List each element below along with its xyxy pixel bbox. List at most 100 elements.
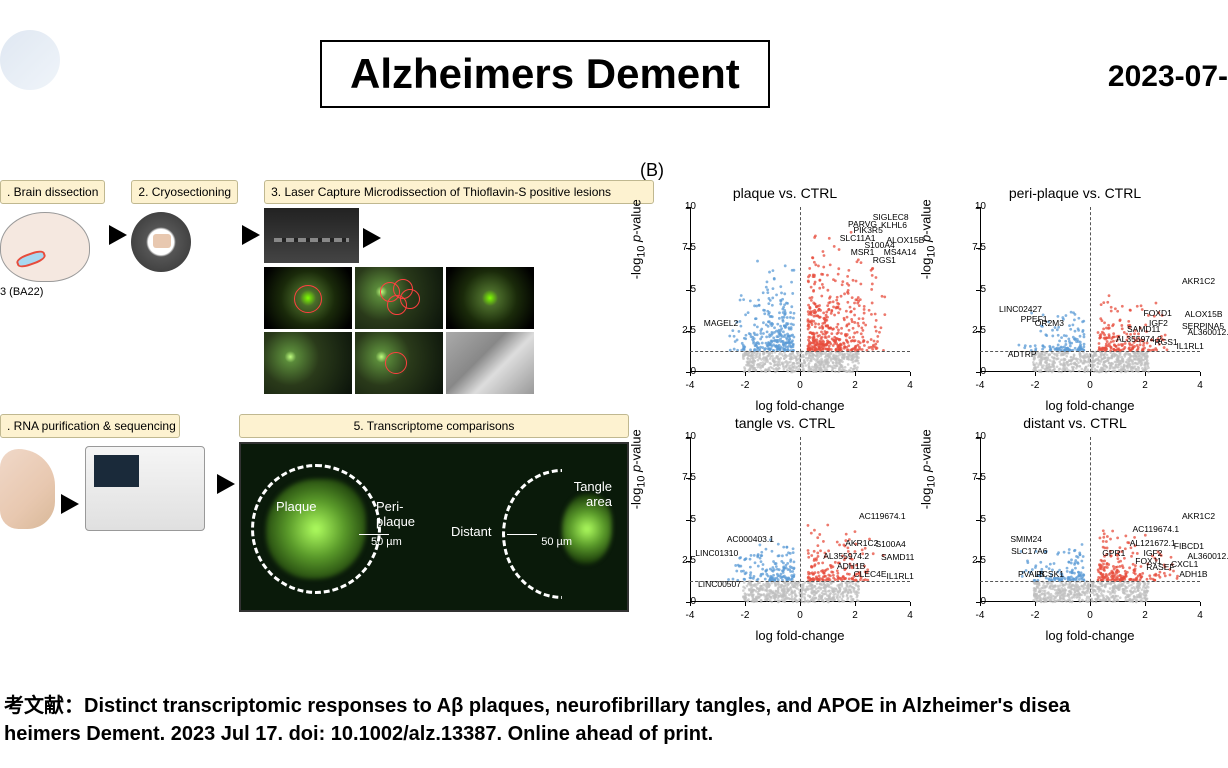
x-axis-label: log fold-change	[980, 398, 1200, 413]
x-tick: -4	[680, 610, 700, 621]
scale-label: 50 µm	[541, 536, 572, 548]
step-1-label: . Brain dissection	[0, 180, 105, 204]
x-tick: -2	[735, 380, 755, 391]
panel-b-label: (B)	[640, 160, 1228, 181]
x-axis-label: log fold-change	[690, 398, 910, 413]
fluorescence-image	[355, 267, 443, 329]
x-tick: -4	[680, 380, 700, 391]
gene-label: SAMD11	[881, 553, 914, 562]
distant-label: Distant	[451, 524, 491, 539]
fluorescence-image	[264, 267, 352, 329]
gene-label: FIBCD1	[1174, 542, 1204, 551]
gene-label: AL355974.2	[823, 552, 869, 561]
hand-image	[0, 449, 55, 529]
gene-label: RGS1	[873, 256, 896, 265]
sequencer-image	[85, 446, 205, 531]
x-tick: 2	[845, 610, 865, 621]
gene-label: ADTRP	[1008, 350, 1037, 359]
brain-region-highlight	[15, 248, 47, 270]
x-tick: 0	[1080, 610, 1100, 621]
brain-ba-label: 3 (BA22)	[0, 286, 105, 298]
x-tick: 4	[900, 380, 920, 391]
fluorescence-image	[446, 267, 534, 329]
gene-label: AL121672.1	[1130, 539, 1176, 548]
x-tick: -4	[970, 610, 990, 621]
x-tick: 0	[790, 380, 810, 391]
scale-arrow	[507, 534, 537, 535]
y-axis-label: -log10 p-value	[629, 429, 648, 509]
volcano-plot-2: tangle vs. CTRL02.557.510-4-2024AC119674…	[640, 415, 930, 645]
zero-fc-line	[1090, 207, 1091, 372]
gene-label: SMIM24	[1010, 535, 1042, 544]
gene-label: MAGEL2	[704, 319, 739, 328]
tissue-sample	[153, 234, 171, 248]
y-axis-label: -log10 p-value	[919, 429, 938, 509]
gene-label: LINC01310	[695, 549, 738, 558]
citation-line-1: Distinct transcriptomic responses to Aβ …	[84, 695, 1070, 717]
gene-label: PCSK1	[1036, 570, 1064, 579]
gene-label: AC119674.1	[1133, 525, 1180, 534]
x-tick: 4	[1190, 610, 1210, 621]
x-tick: -2	[1025, 610, 1045, 621]
gene-label: KLHL6	[881, 221, 907, 230]
microdissection-images	[264, 208, 654, 394]
journal-title: Alzheimers Dement	[320, 40, 770, 108]
x-tick: 2	[1135, 610, 1155, 621]
zero-fc-line	[1090, 437, 1091, 602]
zero-fc-line	[800, 207, 801, 372]
gene-label: LINC00507	[698, 580, 741, 589]
x-tick: 0	[790, 610, 810, 621]
gene-label: S100A4	[876, 540, 906, 549]
plot-title: plaque vs. CTRL	[640, 185, 930, 201]
workflow-row-2: . RNA purification & sequencing 5. Trans…	[0, 414, 630, 612]
gene-label: RASEF	[1146, 563, 1174, 572]
x-tick: 4	[1190, 380, 1210, 391]
scale-arrow	[359, 534, 389, 535]
gene-label: AC119674.1	[859, 512, 906, 521]
plot-title: peri-plaque vs. CTRL	[930, 185, 1220, 201]
plot-title: distant vs. CTRL	[930, 415, 1220, 431]
x-tick: 2	[845, 380, 865, 391]
x-tick: -2	[1025, 380, 1045, 391]
cryosection-image	[131, 212, 191, 272]
gene-label: GPR1	[1102, 549, 1125, 558]
arrow-icon	[363, 228, 381, 248]
step-5-label: 5. Transcriptome comparisons	[239, 414, 629, 438]
zero-fc-line	[800, 437, 801, 602]
arrow-icon	[61, 494, 79, 514]
x-tick: -2	[735, 610, 755, 621]
journal-icon	[0, 30, 60, 90]
y-axis-label: -log10 p-value	[629, 199, 648, 279]
citation-line-2: heimers Dement. 2023 Jul 17. doi: 10.100…	[4, 723, 713, 745]
gene-label: AKR1C2	[845, 539, 878, 548]
gene-label: CLEC4E	[854, 570, 887, 579]
gene-label: CXCL1	[1171, 560, 1198, 569]
date-label: 2023-07-	[1108, 60, 1228, 94]
fluorescence-image	[264, 332, 352, 394]
volcano-plot-1: peri-plaque vs. CTRL02.557.510-4-2024AKR…	[930, 185, 1220, 415]
workflow-row-1: . Brain dissection 3 (BA22) 2. Cryosecti…	[0, 180, 630, 394]
microscope-image	[264, 208, 359, 263]
sequencer-screen	[94, 455, 139, 487]
peri-label: Peri- plaque	[376, 499, 415, 529]
volcano-grid: plaque vs. CTRL02.557.510-4-2024SIGLEC8P…	[640, 185, 1228, 645]
volcano-plot-0: plaque vs. CTRL02.557.510-4-2024SIGLEC8P…	[640, 185, 930, 415]
brain-diagram	[0, 212, 90, 282]
plot-title: tangle vs. CTRL	[640, 415, 930, 431]
step-4-label: . RNA purification & sequencing	[0, 414, 180, 438]
gene-label: ADH1B	[1179, 570, 1207, 579]
arrow-icon	[242, 225, 260, 245]
plaque-circle	[251, 464, 381, 594]
fluorescence-image	[446, 332, 534, 394]
header: Alzheimers Dement 2023-07-	[0, 20, 1228, 100]
gene-label: LINC02427	[999, 305, 1042, 314]
x-tick: 0	[1080, 380, 1100, 391]
volcano-panel: (B) plaque vs. CTRL02.557.510-4-2024SIGL…	[640, 160, 1228, 645]
step-3-label: 3. Laser Capture Microdissection of Thio…	[264, 180, 654, 204]
transcriptome-image: Plaque Peri- plaque Distant Tangle area …	[239, 442, 629, 612]
x-axis-label: log fold-change	[980, 628, 1200, 643]
x-axis-label: log fold-change	[690, 628, 910, 643]
gene-label: SLC17A6	[1011, 547, 1047, 556]
gene-label: IL1RL1	[1177, 342, 1204, 351]
y-axis-label: -log10 p-value	[919, 199, 938, 279]
